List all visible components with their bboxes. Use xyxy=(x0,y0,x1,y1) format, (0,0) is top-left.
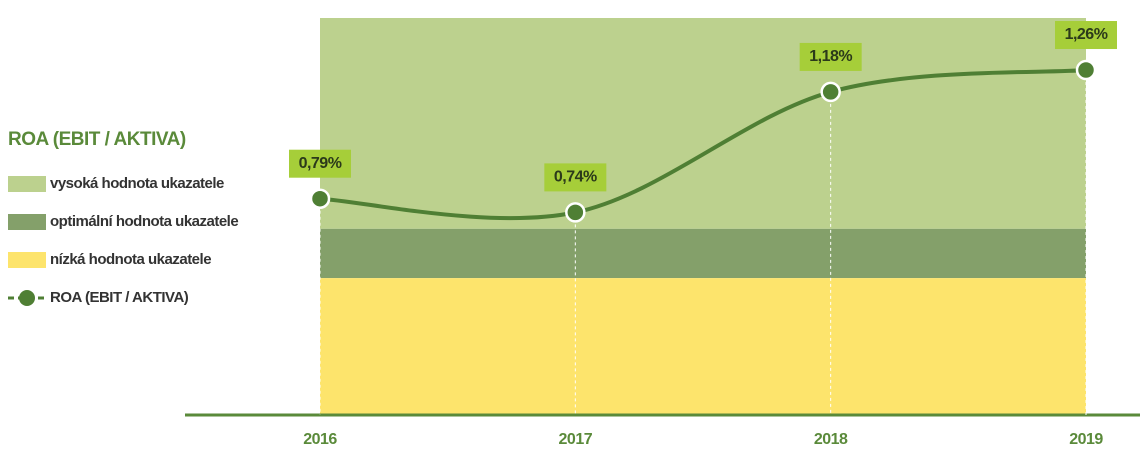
x-tick-label: 2019 xyxy=(1069,431,1103,448)
legend-marker xyxy=(19,290,35,306)
legend-label: nízká hodnota ukazatele xyxy=(50,251,211,268)
data-label: 0,79% xyxy=(299,155,342,172)
line xyxy=(319,68,1087,221)
data-label-box xyxy=(1055,21,1117,50)
data-label-box xyxy=(289,149,351,178)
data-label: 1,26% xyxy=(1065,26,1108,43)
chart-title: ROA (EBIT / AKTIVA) xyxy=(8,129,186,150)
point xyxy=(820,81,841,103)
data-label-box xyxy=(799,42,862,71)
data-label-box xyxy=(544,163,607,192)
legend-label: vysoká hodnota ukazatele xyxy=(50,175,224,192)
band xyxy=(320,278,1086,415)
band xyxy=(320,228,1086,279)
legend-swatch xyxy=(8,252,46,268)
x-tick-label: 2017 xyxy=(559,431,593,448)
x-tick-label: 2018 xyxy=(814,431,848,448)
legend-label: optimální hodnota ukazatele xyxy=(50,213,238,230)
point xyxy=(1075,59,1097,81)
legend-swatch xyxy=(8,214,46,230)
point xyxy=(309,188,331,209)
legend-swatch xyxy=(8,176,46,192)
x-tick-label: 2016 xyxy=(303,431,337,448)
data-label: 0,74% xyxy=(554,169,597,186)
data-label: 1,18% xyxy=(809,48,852,65)
band xyxy=(320,18,1086,229)
point xyxy=(565,202,586,223)
legend-label: ROA (EBIT / AKTIVA) xyxy=(50,289,189,306)
